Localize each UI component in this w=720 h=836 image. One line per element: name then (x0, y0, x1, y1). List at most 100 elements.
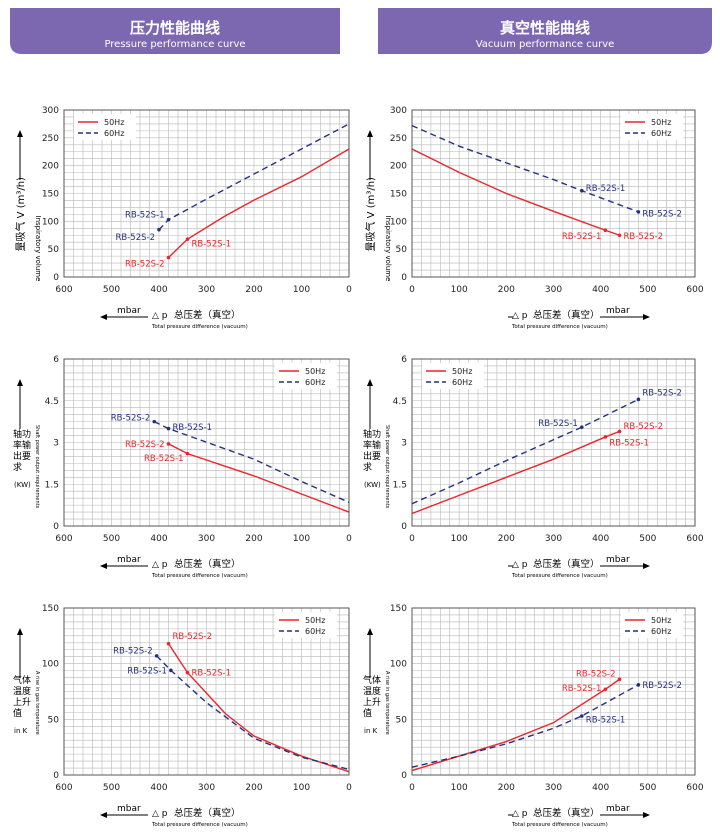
point-label: RB-52S-1 (538, 419, 578, 429)
x-axis-symbol: △ p (512, 560, 528, 570)
point-label: RB-52S-1 (586, 184, 626, 194)
chart-vacuum-power: 0 100 200 300 400 500 600 0 1.5 3 4.5 6 RB-52S-1 RB-5… (363, 355, 704, 579)
series-line-50Hz (167, 643, 350, 773)
x-tick-label: 0 (346, 783, 352, 793)
legend-label-60hz: 60Hz (651, 129, 671, 138)
plot-border (411, 607, 696, 776)
point-marker (185, 451, 190, 456)
x-axis-arrowhead (100, 314, 107, 320)
y-axis-label-en: Shaft power output requirements (384, 425, 390, 509)
series-line-60Hz (411, 398, 639, 505)
point-label: RB-52S-1 (562, 684, 602, 694)
y-tick-label: 150 (42, 604, 59, 614)
x-tick-label: 200 (245, 285, 262, 295)
y-tick-label: 1.5 (45, 480, 59, 490)
point-label: RB-52S-1 (562, 232, 602, 242)
legend-label-50hz: 50Hz (452, 367, 472, 376)
point-marker (166, 217, 171, 222)
y-tick-label: 250 (42, 134, 59, 144)
y-tick-label: 3 (401, 439, 407, 449)
y-axis-label-char: 度 (372, 685, 381, 697)
point-label: RB-52S-2 (642, 388, 682, 398)
y-axis-label-en: A rise in gas temperature (384, 671, 390, 735)
y-tick-label: 50 (48, 715, 60, 725)
header-subtitle-right: Vacuum performance curve (476, 39, 615, 50)
x-tick-label: 600 (686, 783, 703, 793)
legend: 50Hz 60Hz (275, 363, 337, 389)
x-tick-label: 100 (293, 534, 310, 544)
legend-box (621, 114, 683, 140)
y-axis-label-char: 率 (363, 439, 372, 451)
x-tick-label: 100 (293, 285, 310, 295)
point-label: RB-52S-2 (125, 440, 165, 450)
y-axis-label-char: 出 (363, 450, 372, 462)
plot-border (411, 358, 696, 527)
x-tick-label: 200 (245, 783, 262, 793)
y-tick-label: 50 (48, 245, 60, 255)
y-tick-label: 50 (396, 245, 408, 255)
y-axis-label-char: 气 (363, 674, 372, 686)
x-axis-label-en: Total pressure difference (vacuum) (511, 324, 608, 330)
point-marker (166, 442, 171, 446)
chart-vacuum-temp: 0 100 200 300 400 500 600 0 50 100 150 RB-52S-2 RB-5… (363, 604, 704, 828)
x-tick-label: 300 (545, 285, 562, 295)
y-tick-label: 0 (53, 273, 59, 283)
point-label: RB-52S-2 (576, 670, 616, 680)
point-marker (580, 188, 584, 193)
point-label: RB-52S-1 (586, 715, 626, 725)
point-label: RB-52S-1 (173, 423, 213, 433)
x-tick-label: 400 (150, 285, 167, 295)
legend: 50Hz 60Hz (621, 612, 683, 638)
legend: 50Hz 60Hz (621, 114, 683, 140)
header-title-left: 压力性能曲线 (130, 19, 220, 37)
point-marker (617, 677, 622, 682)
y-axis-arrowhead (17, 628, 23, 635)
x-axis-symbol: △ p (152, 809, 168, 819)
y-axis-label-char: 轴 (363, 428, 372, 440)
y-axis-label-en: Shaft power output requirements (34, 425, 40, 509)
point-marker (636, 397, 641, 402)
x-axis-unit: mbar (117, 306, 141, 316)
x-axis-unit: mbar (606, 306, 630, 316)
y-axis-label-en: A rise in gas temperature (34, 671, 40, 735)
y-axis-arrowhead (17, 379, 23, 386)
legend-label-50hz: 50Hz (305, 367, 325, 376)
x-tick-label: 400 (592, 534, 609, 544)
legend-label-50hz: 50Hz (104, 118, 124, 127)
y-tick-label: 100 (42, 217, 59, 227)
point-label: RB-52S-2 (642, 681, 682, 691)
y-axis-label: 量吸气 V (m³/h) (364, 177, 377, 252)
x-tick-label: 100 (451, 783, 468, 793)
point-marker (603, 228, 608, 233)
point-label: RB-52S-2 (125, 260, 165, 270)
y-axis-label-char: 体 (22, 674, 31, 686)
y-tick-label: 250 (390, 134, 407, 144)
y-tick-label: 0 (53, 771, 59, 781)
legend-label-60hz: 60Hz (452, 378, 472, 387)
x-tick-label: 600 (686, 285, 703, 295)
plot-border (63, 109, 350, 278)
y-tick-label: 0 (401, 273, 407, 283)
x-tick-label: 500 (103, 534, 120, 544)
x-axis-label-en: Total pressure difference (vacuum) (151, 573, 248, 579)
point-marker (580, 425, 584, 429)
x-tick-label: 0 (409, 534, 415, 544)
x-axis-unit: mbar (606, 555, 630, 565)
y-axis-label-char: 气 (13, 674, 22, 686)
y-axis-unit: in K (14, 727, 28, 735)
x-axis-label-en: Total pressure difference (vacuum) (511, 822, 608, 828)
legend-label-50hz: 50Hz (651, 118, 671, 127)
y-tick-label: 150 (42, 190, 59, 200)
y-axis-label-char: 功 (22, 429, 31, 440)
y-axis-label-en: Inspiratory volume (34, 216, 42, 282)
point-label: RB-52S-1 (125, 211, 165, 221)
point-marker (166, 426, 171, 431)
y-axis-label-char: 温 (13, 686, 22, 697)
y-tick-label: 6 (53, 355, 59, 365)
x-axis-label: 总压差（真空） (533, 807, 600, 819)
point-label: RB-52S-2 (624, 232, 664, 242)
x-axis-label: 总压差（真空） (533, 558, 600, 570)
header-banner-left (10, 8, 340, 54)
x-axis-label: 总压差（真空） (174, 558, 241, 570)
